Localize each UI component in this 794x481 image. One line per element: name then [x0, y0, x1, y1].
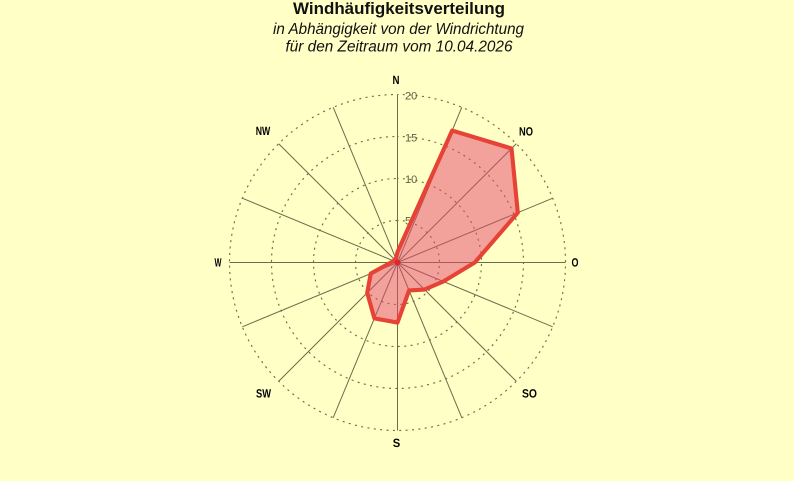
svg-text:Windhäufigkeitsverteilung: Windhäufigkeitsverteilung [293, 0, 505, 18]
svg-text:SO: SO [522, 387, 537, 401]
svg-text:20: 20 [405, 91, 417, 103]
svg-text:5: 5 [405, 216, 411, 228]
svg-text:W: W [215, 256, 222, 270]
svg-text:15: 15 [405, 133, 417, 145]
svg-text:NW: NW [256, 124, 271, 138]
svg-text:O: O [572, 256, 579, 270]
svg-text:in Abhängigkeit von der Windri: in Abhängigkeit von der Windrichtung [273, 21, 524, 38]
svg-text:für den Zeitraum vom 10.04.202: für den Zeitraum vom 10.04.2026 [286, 39, 513, 56]
svg-text:SW: SW [256, 387, 272, 401]
svg-text:10: 10 [405, 174, 417, 186]
svg-text:N: N [393, 73, 400, 87]
svg-text:S: S [393, 436, 401, 450]
svg-text:NO: NO [519, 125, 533, 139]
